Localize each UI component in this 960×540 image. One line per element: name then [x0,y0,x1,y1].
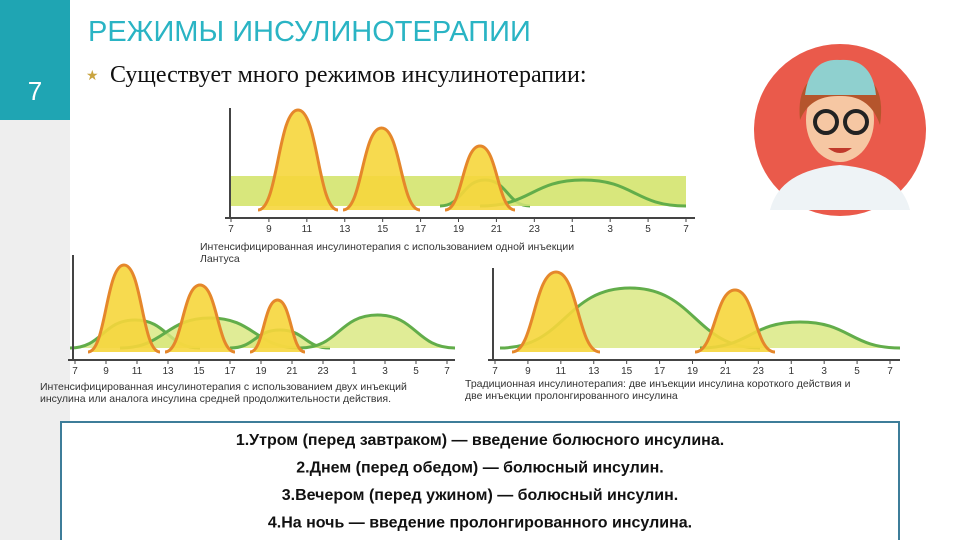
hour-label: 3 [382,366,388,377]
hour-label: 7 [72,366,78,377]
hour-label: 5 [413,366,419,377]
hour-label: 7 [228,224,234,235]
caption: две инъекции пролонгированного инсулина [465,390,678,402]
title: РЕЖИМЫ ИНСУЛИНОТЕРАПИИ [88,16,531,48]
hour-label: 11 [132,366,143,377]
bolus-curve [87,263,161,354]
list-box [60,421,900,540]
bolus-curve [342,126,421,212]
hour-label: 15 [193,366,205,377]
hour-label: 1 [788,366,794,377]
bolus-curve [257,108,339,212]
hour-label: 5 [645,224,651,235]
hour-label: 21 [491,224,503,235]
hour-label: 7 [492,366,498,377]
list-item: 2.Днем (перед обедом) — болюсный инсулин… [296,460,663,477]
hour-label: 13 [588,366,600,377]
hour-label: 5 [854,366,860,377]
bolus-curve [694,288,776,354]
caption: инсулина или аналога инсулина средней пр… [40,393,391,405]
caption: Традиционная инсулинотерапия: две инъекц… [465,378,851,390]
hour-label: 1 [569,224,575,235]
caption: Интенсифицированная инсулинотерапия с ис… [200,241,574,253]
hour-label: 23 [529,224,541,235]
hour-label: 17 [224,366,236,377]
hour-label: 13 [339,224,351,235]
bolus-curve [511,270,601,354]
hour-label: 3 [607,224,613,235]
caption: Интенсифицированная инсулинотерапия с ис… [40,381,407,393]
number-box [0,0,70,120]
hour-label: 19 [453,224,465,235]
bolus-curve [164,283,236,354]
hour-label: 23 [753,366,765,377]
hour-label: 19 [255,366,267,377]
list-item: 4.На ночь — введение пролонгированного и… [268,515,692,532]
basal-curve [479,178,687,208]
hour-label: 11 [556,366,567,377]
hour-label: 11 [302,224,313,235]
diagram: 7 9 11 13 15 17 19 21 23 1 3 5 7Интенсифицированная … [200,108,695,265]
hour-label: 21 [286,366,298,377]
hour-label: 7 [683,224,689,235]
list-item: 1.Утром (перед завтраком) — введение бол… [236,432,724,449]
hour-label: 23 [317,366,329,377]
hour-label: 7 [887,366,893,377]
subtitle: Существует много режимов инсулинотерапии… [110,62,586,88]
hour-label: 21 [720,366,732,377]
hour-label: 9 [525,366,531,377]
caption: Лантуса [200,253,240,265]
list-item: 3.Вечером (перед ужином) — болюсный инсу… [282,487,679,504]
slide-number: 7 [28,76,42,106]
hour-label: 17 [415,224,427,235]
hour-label: 17 [654,366,666,377]
hour-label: 15 [377,224,389,235]
doctor-icon [754,44,926,216]
hour-label: 9 [103,366,109,377]
bolus-curve [444,144,516,212]
bolus-curve [249,298,306,354]
hour-label: 15 [621,366,633,377]
bullet-star: ★ [86,67,99,83]
hour-label: 7 [444,366,450,377]
hour-label: 3 [821,366,827,377]
hour-label: 13 [162,366,174,377]
hour-label: 19 [687,366,699,377]
hour-label: 1 [351,366,357,377]
basal-curve [299,313,456,350]
diagram: 7 9 11 13 15 17 19 21 23 1 3 5 7Интенсифицированная … [40,255,456,405]
hour-label: 9 [266,224,272,235]
